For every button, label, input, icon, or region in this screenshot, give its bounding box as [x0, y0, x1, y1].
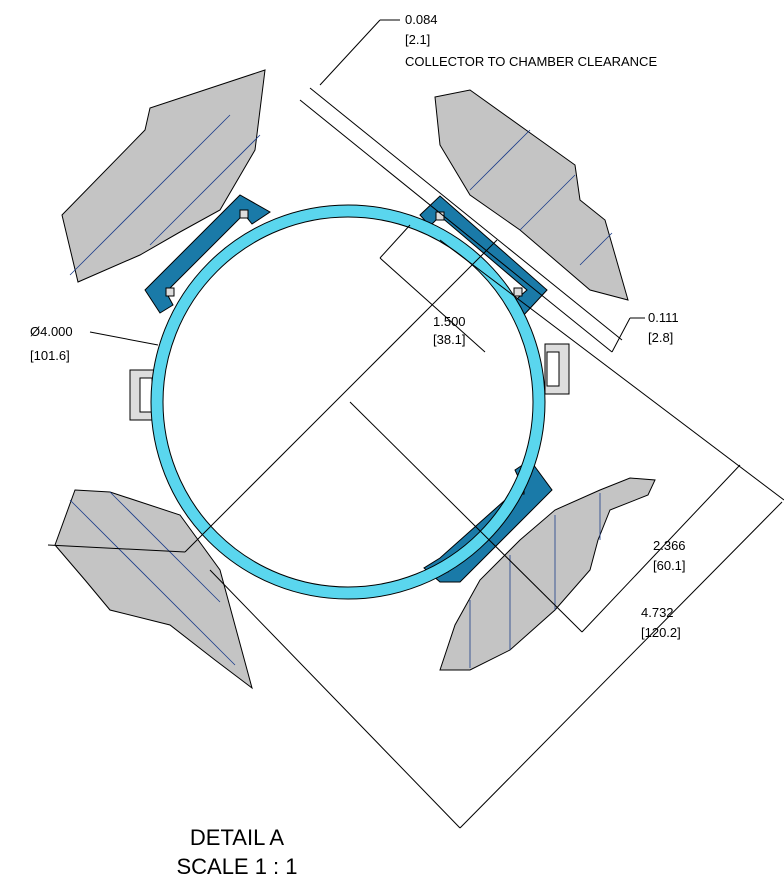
detail-title: DETAIL A [190, 825, 284, 850]
gap-value: 0.111 [648, 310, 679, 325]
span-value: 4.732 [641, 605, 674, 620]
clearance-metric: [2.1] [405, 32, 430, 47]
collector [150, 204, 546, 600]
span-metric: [120.2] [641, 625, 681, 640]
tabs [129, 343, 570, 421]
offset-metric: [38.1] [433, 332, 466, 347]
half-span-metric: [60.1] [653, 558, 686, 573]
clearance-note: COLLECTOR TO CHAMBER CLEARANCE [405, 54, 657, 69]
half-span-value: 2.366 [653, 538, 686, 553]
chamber [54, 69, 656, 690]
clearance-value: 0.084 [405, 12, 438, 27]
detail-scale: SCALE 1 : 1 [176, 854, 297, 879]
gap-metric: [2.8] [648, 330, 673, 345]
offset-value: 1.500 [433, 314, 466, 329]
diameter-value: Ø4.000 [30, 324, 73, 339]
dimension-lines [47, 19, 784, 829]
diameter-metric: [101.6] [30, 348, 70, 363]
